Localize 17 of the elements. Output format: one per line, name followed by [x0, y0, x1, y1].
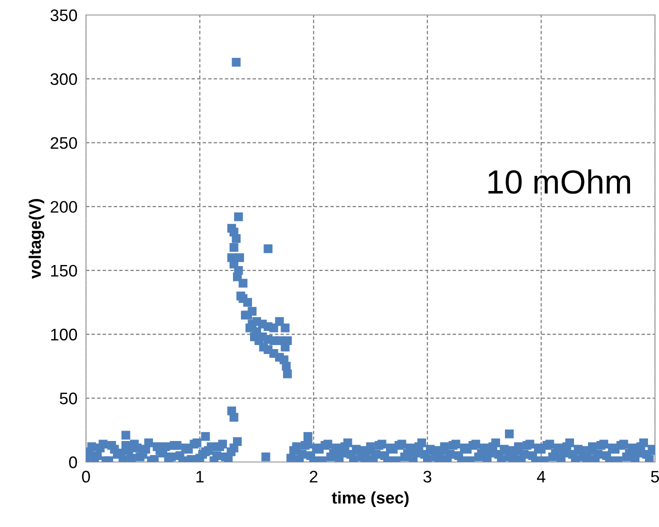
x-tick-label: 3	[423, 470, 432, 483]
y-tick-label: 50	[60, 392, 78, 404]
y-tick-label: 350	[50, 9, 78, 22]
y-tick-label: 200	[50, 200, 78, 213]
y-axis-title: voltage(V)	[28, 199, 44, 279]
y-tick-label: 0	[69, 456, 78, 468]
x-tick-label: 0	[82, 470, 90, 483]
x-tick-label: 1	[196, 470, 204, 482]
y-tick-label: 100	[51, 328, 78, 340]
y-tick-label: 150	[51, 264, 78, 277]
y-tick-label: 250	[50, 137, 78, 149]
x-axis-title: time (sec)	[332, 491, 409, 507]
annotation: 10 mOhm	[488, 169, 630, 194]
y-tick-label: 300	[50, 73, 78, 86]
x-tick-label: 2	[310, 470, 318, 482]
x-tick-label: 5	[651, 470, 659, 483]
x-tick-label: 4	[536, 470, 546, 482]
